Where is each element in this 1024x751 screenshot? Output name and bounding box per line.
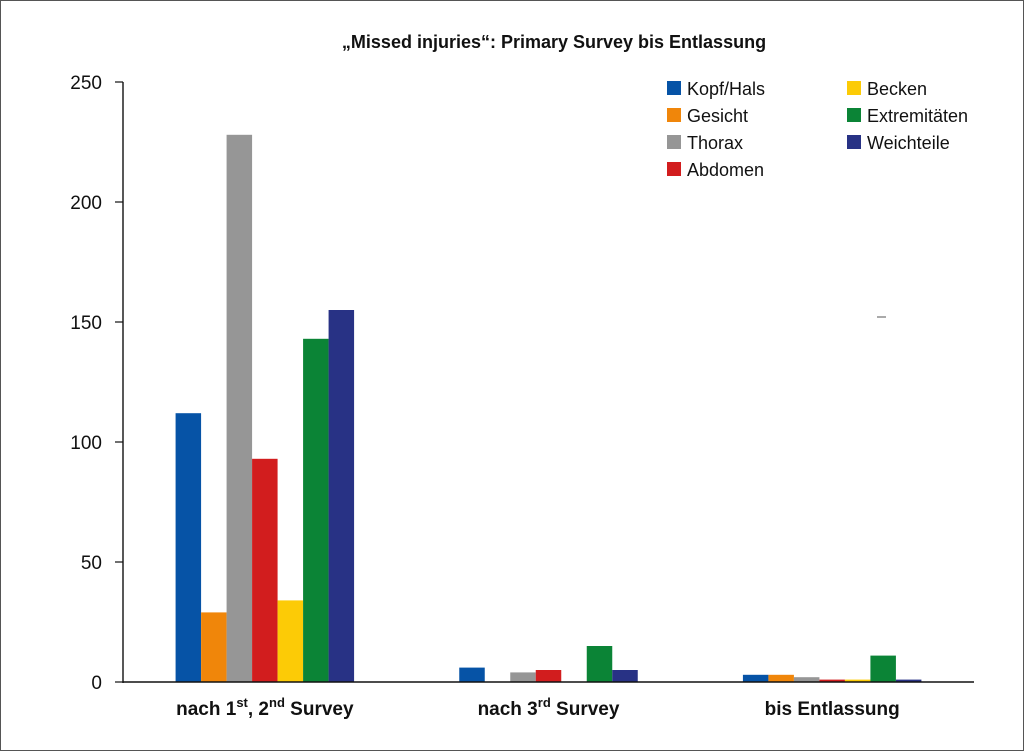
bar [535, 670, 562, 682]
y-axis: 0 50 100 150 200 250 [70, 73, 124, 694]
bar [175, 413, 202, 682]
y-tick-label: 50 [81, 553, 102, 574]
legend-swatch [847, 81, 861, 95]
x-tick-label: nach 1st, 2nd Survey [176, 695, 354, 720]
legend-swatch [667, 108, 681, 122]
legend-swatch [667, 162, 681, 176]
bar [793, 677, 820, 682]
x-tick-label: nach 3rd Survey [478, 695, 620, 720]
legend-swatch [847, 108, 861, 122]
legend-label: Becken [867, 79, 927, 99]
bar [510, 672, 536, 682]
bar [586, 646, 613, 682]
bar [819, 679, 845, 682]
bar [768, 674, 794, 682]
legend-label: Extremitäten [867, 106, 968, 126]
y-tick-label: 0 [91, 673, 102, 694]
legend-label: Kopf/Hals [687, 79, 765, 99]
y-tick-label: 200 [70, 193, 102, 214]
bar [328, 310, 355, 682]
y-tick-label: 100 [70, 433, 102, 454]
bars [175, 134, 922, 683]
bar [277, 600, 304, 682]
bar [252, 458, 278, 682]
legend: Kopf/Hals Gesicht Thorax Abdomen Becken Extre… [667, 79, 968, 180]
bar [226, 134, 253, 683]
bar [844, 679, 871, 682]
x-axis: nach 1st, 2nd Survey nach 3rd Survey bis E… [123, 681, 974, 720]
legend-label: Weichteile [867, 133, 950, 153]
legend-swatch [667, 81, 681, 95]
legend-swatch [847, 135, 861, 149]
legend-label: Gesicht [687, 106, 748, 126]
bar [742, 674, 769, 682]
bar [201, 612, 227, 682]
legend-label: Thorax [687, 133, 743, 153]
legend-label: Abdomen [687, 160, 764, 180]
legend-swatch [667, 135, 681, 149]
bar [895, 679, 922, 682]
bar [303, 338, 329, 682]
bar [612, 670, 638, 682]
chart-title: „Missed injuries“: Primary Survey bis En… [342, 32, 766, 52]
y-tick-label: 150 [70, 313, 102, 334]
bar [459, 667, 485, 682]
bar [870, 655, 896, 682]
x-tick-label: bis Entlassung [765, 699, 900, 720]
y-tick-label: 250 [70, 73, 102, 94]
